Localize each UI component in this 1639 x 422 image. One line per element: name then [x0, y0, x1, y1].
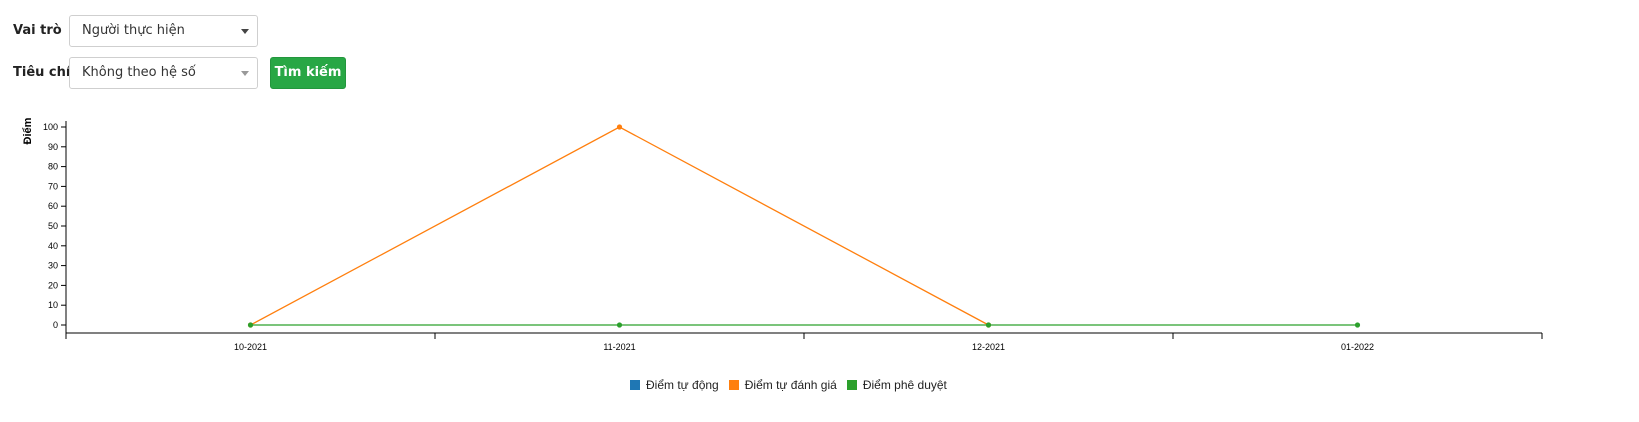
y-tick-label: 100	[43, 122, 58, 132]
line-chart: Điểm 0 10 20 30 40 50 60 70 80 90 100 10-2021 11-20…	[22, 117, 1543, 352]
search-button[interactable]: Tìm kiếm	[270, 57, 346, 89]
data-point[interactable]	[616, 322, 623, 328]
legend-swatch	[630, 380, 640, 390]
x-tick-label: 12-2021	[972, 342, 1005, 352]
y-tick-label: 0	[53, 320, 58, 330]
legend-item[interactable]: Điểm tự đánh giá	[728, 378, 837, 392]
chevron-down-icon	[241, 29, 249, 34]
data-point[interactable]	[1354, 322, 1361, 328]
role-select[interactable]: Người thực hiện	[69, 15, 258, 47]
y-tick-label: 50	[48, 221, 58, 231]
series-line	[250, 126, 989, 326]
chart-legend: Điểm tự động Điểm tự đánh giá Điểm phê duy…	[630, 378, 947, 392]
x-axis: 10-2021 11-2021 12-2021 01-2022	[65, 332, 1543, 352]
legend-label: Điểm phê duyệt	[862, 378, 947, 392]
legend-swatch	[846, 380, 857, 390]
legend-item[interactable]: Điểm tự động	[630, 378, 719, 392]
x-tick-label: 10-2021	[234, 342, 267, 352]
legend-label: Điểm tự đánh giá	[744, 378, 837, 392]
series-points	[247, 124, 1361, 328]
data-point[interactable]	[247, 322, 254, 328]
data-point[interactable]	[985, 322, 992, 328]
y-tick-label: 90	[48, 142, 58, 152]
criteria-select[interactable]: Không theo hệ số	[69, 57, 258, 89]
y-tick-label: 20	[48, 280, 58, 290]
chevron-down-icon	[241, 71, 249, 76]
y-tick-label: 70	[48, 181, 58, 191]
data-point[interactable]	[616, 124, 623, 130]
legend-swatch	[728, 380, 739, 390]
x-tick-label: 01-2022	[1341, 342, 1374, 352]
y-axis: 0 10 20 30 40 50 60 70 80 90 100	[43, 121, 67, 333]
y-tick-label: 40	[48, 241, 58, 251]
x-tick-label: 11-2021	[603, 342, 635, 352]
y-tick-label: 10	[48, 300, 58, 310]
legend-label: Điểm tự động	[646, 378, 719, 392]
y-tick-label: 30	[48, 261, 58, 271]
y-axis-label: Điểm	[22, 117, 34, 144]
y-tick-label: 80	[48, 162, 58, 172]
role-label: Vai trò	[13, 23, 62, 38]
criteria-select-value: Không theo hệ số	[82, 65, 196, 80]
role-select-value: Người thực hiện	[82, 23, 185, 38]
legend-item[interactable]: Điểm phê duyệt	[846, 378, 947, 392]
y-tick-label: 60	[48, 201, 58, 211]
criteria-label: Tiêu chí	[13, 65, 71, 80]
series-lines	[250, 126, 1358, 326]
